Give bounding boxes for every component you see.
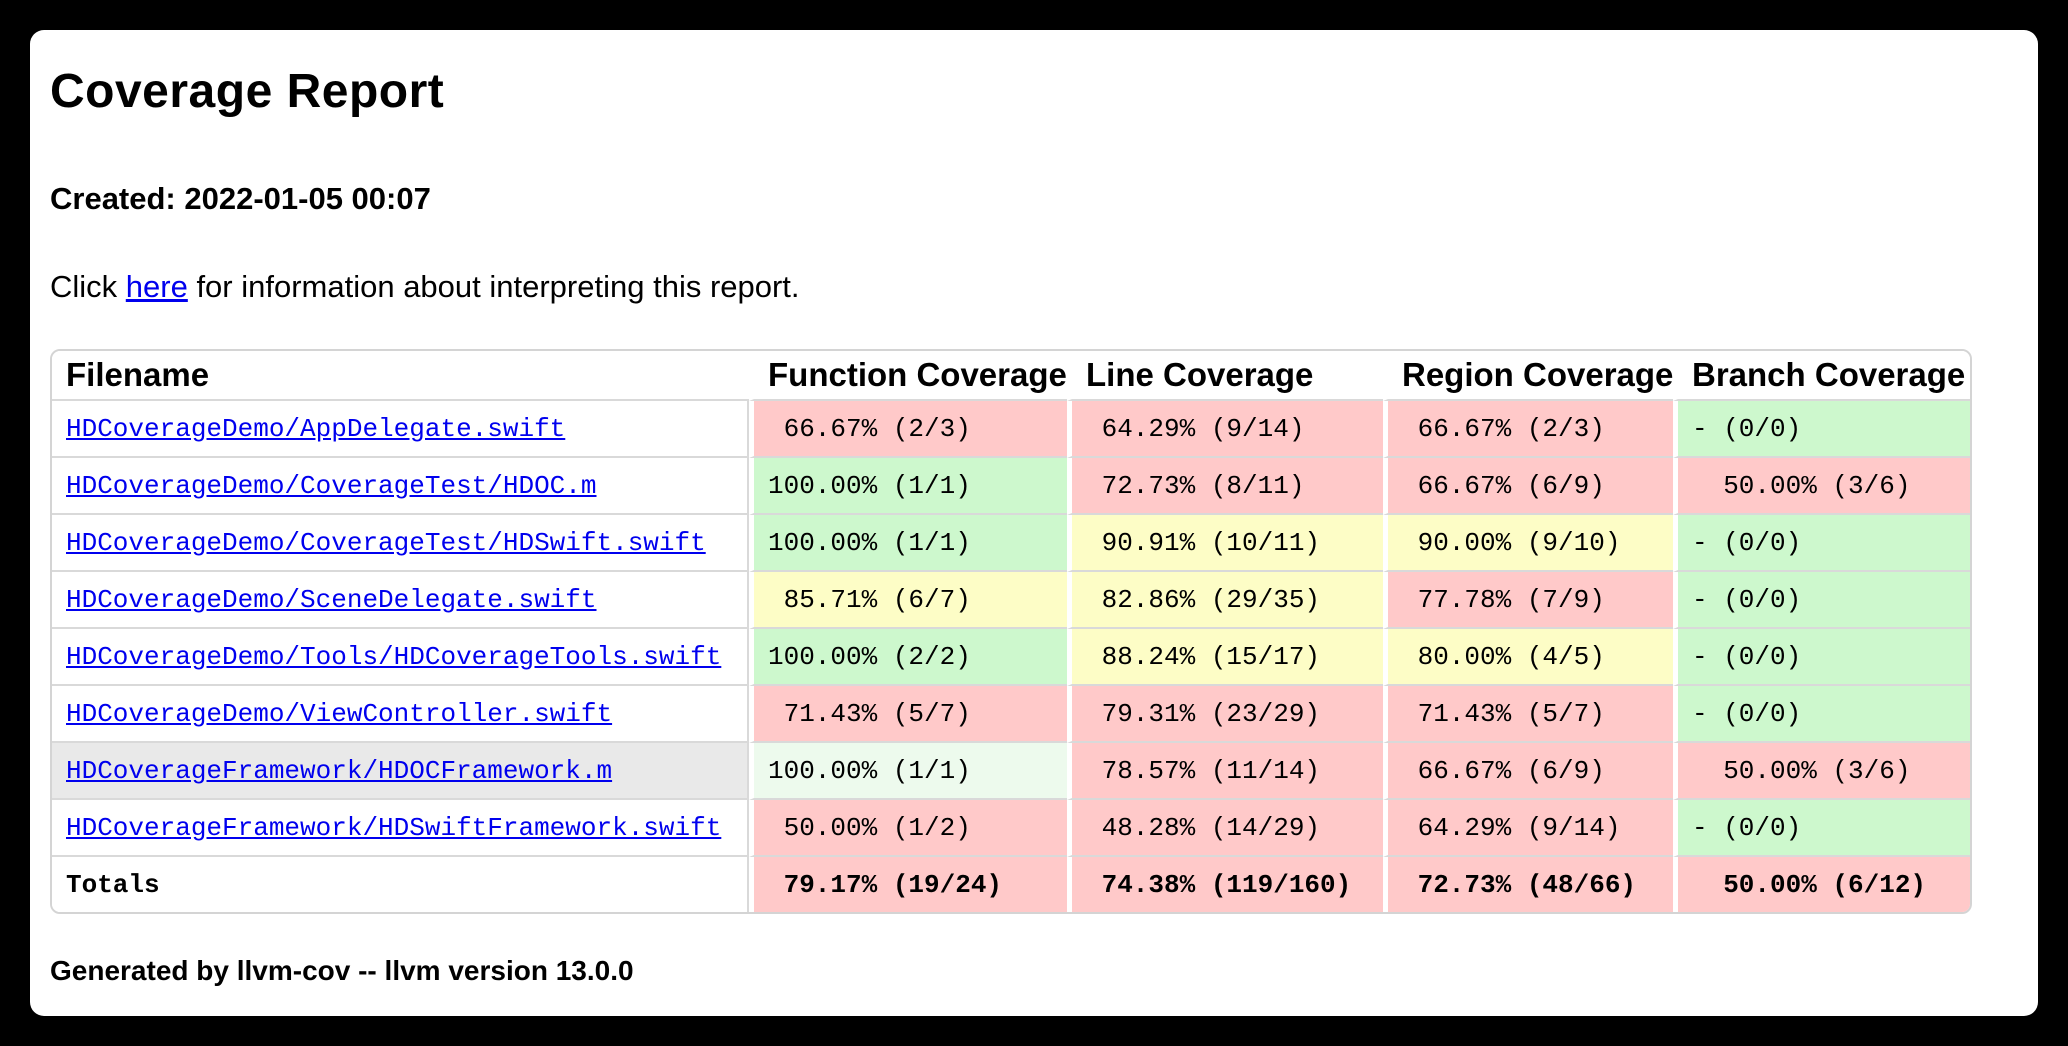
coverage-cell: 71.43% (5/7) <box>1383 686 1673 743</box>
filename-link[interactable]: HDCoverageFramework/HDSwiftFramework.swi… <box>66 812 722 843</box>
filename-cell: HDCoverageFramework/HDOCFramework.m <box>52 743 749 800</box>
table-row: HDCoverageDemo/Tools/HDCoverageTools.swi… <box>52 629 1970 686</box>
info-link[interactable]: here <box>125 269 188 304</box>
created-date: Created: 2022-01-05 00:07 <box>50 181 431 216</box>
filename-link[interactable]: HDCoverageDemo/CoverageTest/HDOC.m <box>66 470 597 501</box>
filename-cell: HDCoverageFramework/HDSwiftFramework.swi… <box>52 800 749 857</box>
coverage-cell: 72.73% (8/11) <box>1067 458 1383 515</box>
coverage-cell: - (0/0) <box>1673 629 1970 686</box>
coverage-cell: 66.67% (6/9) <box>1383 743 1673 800</box>
coverage-cell: 66.67% (6/9) <box>1383 458 1673 515</box>
table-row: HDCoverageDemo/CoverageTest/HDOC.m 100.0… <box>52 458 1970 515</box>
table-row: Totals 79.17% (19/24) 74.38% (119/160) 7… <box>52 857 1970 912</box>
filename-cell: HDCoverageDemo/CoverageTest/HDSwift.swif… <box>52 515 749 572</box>
filename-link[interactable]: HDCoverageDemo/SceneDelegate.swift <box>66 584 597 615</box>
coverage-cell: 100.00% (1/1) <box>749 458 1067 515</box>
table-header-row: Filename Function Coverage Line Coverage Re… <box>52 351 1970 401</box>
filename-link[interactable]: HDCoverageDemo/CoverageTest/HDSwift.swif… <box>66 527 706 558</box>
coverage-cell: 100.00% (1/1) <box>749 743 1067 800</box>
column-header-branch-coverage: Branch Coverage <box>1673 351 1970 401</box>
table-row: HDCoverageDemo/CoverageTest/HDSwift.swif… <box>52 515 1970 572</box>
coverage-cell: 85.71% (6/7) <box>749 572 1067 629</box>
coverage-cell: 79.17% (19/24) <box>749 857 1067 912</box>
filename-link[interactable]: HDCoverageFramework/HDOCFramework.m <box>66 755 613 786</box>
filename-cell: HDCoverageDemo/ViewController.swift <box>52 686 749 743</box>
footer-note: Generated by llvm-cov -- llvm version 13… <box>50 955 634 986</box>
coverage-table-body: HDCoverageDemo/AppDelegate.swift 66.67% … <box>52 401 1970 912</box>
filename-link[interactable]: HDCoverageDemo/ViewController.swift <box>66 698 613 729</box>
coverage-cell: 90.91% (10/11) <box>1067 515 1383 572</box>
table-row: HDCoverageFramework/HDOCFramework.m 100.… <box>52 743 1970 800</box>
page-title: Coverage Report <box>50 65 445 118</box>
column-header-filename: Filename <box>52 351 749 401</box>
report-card: Coverage Report Created: 2022-01-05 00:0… <box>30 30 2038 1016</box>
table-row: HDCoverageFramework/HDSwiftFramework.swi… <box>52 800 1970 857</box>
coverage-cell: 71.43% (5/7) <box>749 686 1067 743</box>
coverage-cell: 50.00% (3/6) <box>1673 743 1970 800</box>
coverage-cell: 50.00% (3/6) <box>1673 458 1970 515</box>
coverage-cell: 48.28% (14/29) <box>1067 800 1383 857</box>
coverage-cell: 78.57% (11/14) <box>1067 743 1383 800</box>
coverage-cell: - (0/0) <box>1673 515 1970 572</box>
coverage-cell: 66.67% (2/3) <box>1383 401 1673 458</box>
coverage-cell: - (0/0) <box>1673 800 1970 857</box>
coverage-cell: 50.00% (6/12) <box>1673 857 1970 912</box>
coverage-cell: 50.00% (1/2) <box>749 800 1067 857</box>
coverage-cell: 72.73% (48/66) <box>1383 857 1673 912</box>
table-row: HDCoverageDemo/ViewController.swift 71.4… <box>52 686 1970 743</box>
coverage-cell: 66.67% (2/3) <box>749 401 1067 458</box>
filename-cell: HDCoverageDemo/SceneDelegate.swift <box>52 572 749 629</box>
info-text: Click here for information about interpr… <box>50 269 2018 305</box>
coverage-cell: 77.78% (7/9) <box>1383 572 1673 629</box>
filename-cell: HDCoverageDemo/AppDelegate.swift <box>52 401 749 458</box>
filename-cell: HDCoverageDemo/Tools/HDCoverageTools.swi… <box>52 629 749 686</box>
coverage-cell: 74.38% (119/160) <box>1067 857 1383 912</box>
filename-link[interactable]: HDCoverageDemo/Tools/HDCoverageTools.swi… <box>66 641 722 672</box>
coverage-cell: 80.00% (4/5) <box>1383 629 1673 686</box>
column-header-function-coverage: Function Coverage <box>749 351 1067 401</box>
table-row: HDCoverageDemo/AppDelegate.swift 66.67% … <box>52 401 1970 458</box>
coverage-cell: 82.86% (29/35) <box>1067 572 1383 629</box>
coverage-cell: 64.29% (9/14) <box>1383 800 1673 857</box>
coverage-cell: 64.29% (9/14) <box>1067 401 1383 458</box>
totals-label: Totals <box>66 869 160 900</box>
filename-link[interactable]: HDCoverageDemo/AppDelegate.swift <box>66 413 566 444</box>
coverage-table: Filename Function Coverage Line Coverage Re… <box>52 351 1970 912</box>
coverage-cell: 79.31% (23/29) <box>1067 686 1383 743</box>
coverage-cell: 100.00% (2/2) <box>749 629 1067 686</box>
coverage-table-wrap: Filename Function Coverage Line Coverage Re… <box>50 349 1972 914</box>
coverage-cell: 100.00% (1/1) <box>749 515 1067 572</box>
column-header-line-coverage: Line Coverage <box>1067 351 1383 401</box>
filename-cell: Totals <box>52 857 749 912</box>
filename-cell: HDCoverageDemo/CoverageTest/HDOC.m <box>52 458 749 515</box>
coverage-cell: 88.24% (15/17) <box>1067 629 1383 686</box>
coverage-cell: 90.00% (9/10) <box>1383 515 1673 572</box>
coverage-cell: - (0/0) <box>1673 572 1970 629</box>
column-header-region-coverage: Region Coverage <box>1383 351 1673 401</box>
info-prefix: Click <box>50 269 126 304</box>
info-suffix: for information about interpreting this … <box>187 269 800 304</box>
coverage-cell: - (0/0) <box>1673 686 1970 743</box>
coverage-cell: - (0/0) <box>1673 401 1970 458</box>
table-row: HDCoverageDemo/SceneDelegate.swift 85.71… <box>52 572 1970 629</box>
